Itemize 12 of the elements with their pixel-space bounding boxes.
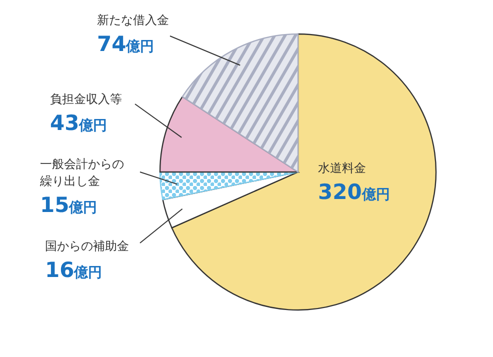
data-label: 43億円	[50, 111, 108, 135]
pie-slice	[159, 171, 299, 200]
data-label: 74億円	[97, 32, 154, 56]
slice-label: 一般会計からの繰り出し金	[39, 157, 124, 188]
data-label: 15億円	[40, 193, 98, 217]
slice-label: 水道料金	[318, 161, 366, 175]
pie-slice	[182, 33, 299, 173]
data-label: 16億円	[45, 258, 102, 282]
data-label: 320億円	[318, 180, 390, 204]
slice-label: 国からの補助金	[45, 239, 129, 253]
slice-label: 新たな借入金	[97, 13, 169, 27]
slice-label: 負担金収入等	[50, 92, 122, 106]
